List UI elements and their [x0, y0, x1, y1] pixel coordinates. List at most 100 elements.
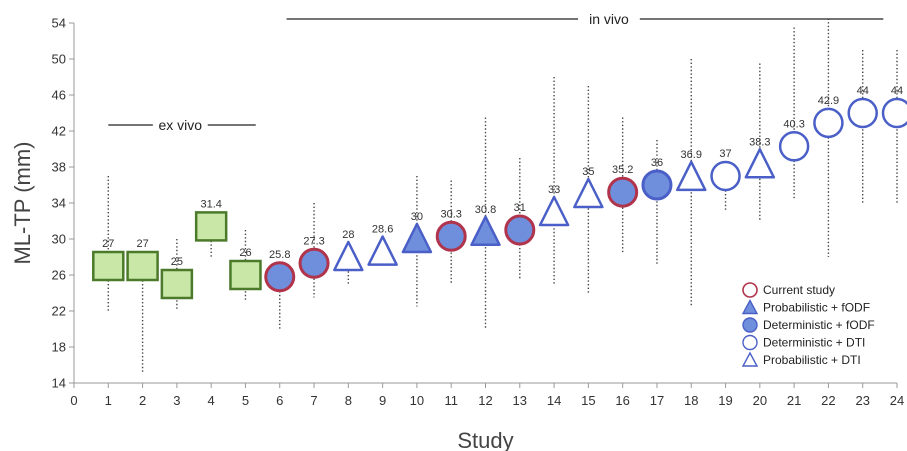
data-point-square	[194, 211, 228, 242]
y-tick-label: 46	[52, 88, 66, 103]
x-tick-label: 17	[650, 393, 664, 408]
data-label: 30.8	[475, 204, 496, 216]
x-tick-label: 18	[684, 393, 698, 408]
data-label: 25.8	[269, 249, 290, 261]
x-tick-label: 4	[208, 393, 215, 408]
data-label: 36	[651, 157, 663, 169]
y-tick-label: 50	[52, 52, 66, 67]
data-label: 44	[857, 85, 869, 97]
x-axis-title: Study	[457, 428, 513, 451]
x-tick-label: 22	[821, 393, 835, 408]
legend-triangle-filled-icon	[741, 299, 759, 315]
data-point-circle-open	[813, 107, 844, 139]
data-label: 28	[342, 229, 354, 241]
legend-circle-filled-icon	[742, 317, 758, 333]
data-point-triangle-open	[367, 235, 398, 266]
x-tick-label: 15	[581, 393, 595, 408]
data-point-triangle-open	[333, 240, 364, 272]
data-label: 35.2	[612, 164, 633, 176]
x-tick-label: 9	[379, 393, 386, 408]
data-point-circle-open	[847, 97, 878, 129]
x-tick-label: 7	[310, 393, 317, 408]
x-tick-label: 14	[547, 393, 561, 408]
data-label: 37	[719, 148, 731, 160]
x-tick-label: 1	[105, 393, 112, 408]
data-label: 35	[582, 166, 594, 178]
data-label: 27.3	[303, 235, 324, 247]
data-markers	[92, 97, 907, 300]
y-axis-title: ML-TP (mm)	[10, 141, 35, 264]
data-label: 36.9	[681, 149, 702, 161]
data-point-triangle-filled	[401, 222, 433, 254]
data-label: 31.4	[200, 198, 221, 210]
group-labels: ex vivo in vivo	[108, 11, 884, 133]
legend-label: Probabilistic + DTI	[763, 353, 861, 367]
data-point-square	[229, 259, 262, 291]
y-tick-label: 18	[52, 340, 66, 355]
in-vivo-label: in vivo	[589, 11, 629, 27]
data-point-square	[160, 268, 194, 300]
ex-vivo-label: ex vivo	[159, 117, 203, 133]
x-tick-label: 3	[173, 393, 180, 408]
data-point-circle-current	[435, 220, 467, 252]
data-point-square	[92, 250, 125, 282]
data-label: 31	[514, 202, 526, 214]
legend: Current study Probabilistic + fODF Determi…	[741, 282, 875, 367]
data-point-circle-open	[778, 131, 810, 162]
y-tick-label: 54	[52, 16, 66, 31]
data-label: 40.3	[783, 118, 804, 130]
data-label: 30.3	[440, 208, 461, 220]
data-point-square	[126, 250, 159, 282]
x-tick-label: 0	[70, 393, 77, 408]
legend-label: Deterministic + DTI	[763, 336, 865, 350]
legend-label: Probabilistic + fODF	[763, 301, 870, 315]
data-point-triangle-filled	[470, 215, 501, 247]
y-tick-label: 14	[52, 376, 66, 391]
x-tick-label: 16	[615, 393, 629, 408]
legend-current-study-icon	[742, 282, 758, 298]
data-labels: 27 27 25 31.4 26 25.8 27.3 28 28.6 30 30.3 30.8 31 33…	[102, 85, 903, 268]
y-tick-label: 30	[52, 232, 66, 247]
data-point-circle-current	[298, 247, 330, 279]
data-label: 26	[239, 247, 251, 259]
data-point-circle-current	[504, 214, 536, 246]
y-tick-label: 22	[52, 304, 66, 319]
x-tick-label: 13	[513, 393, 527, 408]
x-tick-label: 19	[718, 393, 732, 408]
data-point-circle-open	[710, 160, 741, 192]
y-tick-label: 26	[52, 268, 66, 283]
x-tick-label: 6	[276, 393, 283, 408]
x-tick-label: 2	[139, 393, 146, 408]
data-label: 25	[171, 256, 183, 268]
data-point-triangle-open	[676, 160, 707, 192]
y-tick-label: 34	[52, 196, 66, 211]
y-tick-label: 42	[52, 124, 66, 139]
legend-label: Current study	[763, 283, 835, 297]
data-point-circle-current	[264, 261, 296, 293]
x-tick-label: 11	[444, 393, 458, 408]
y-tick-label: 38	[52, 160, 66, 175]
data-label: 28.6	[372, 224, 393, 236]
x-tick-label: 8	[345, 393, 352, 408]
legend-circle-open-icon	[742, 334, 758, 351]
legend-label: Deterministic + fODF	[763, 318, 875, 332]
data-label: 42.9	[818, 95, 839, 107]
legend-triangle-open-icon	[741, 351, 759, 367]
data-label: 33	[548, 184, 560, 196]
x-tick-label: 20	[753, 393, 767, 408]
data-label: 27	[136, 238, 148, 250]
data-point-triangle-open	[538, 195, 570, 227]
data-point-circle-filled	[641, 169, 673, 201]
data-label: 27	[102, 238, 114, 250]
x-tick-label: 12	[478, 393, 492, 408]
data-label: 30	[411, 211, 423, 223]
x-tick-label: 24	[890, 393, 904, 408]
x-tick-label: 5	[242, 393, 249, 408]
x-tick-label: 10	[410, 393, 424, 408]
data-label: 38.3	[749, 136, 770, 148]
x-tick-label: 21	[787, 393, 801, 408]
data-point-triangle-open	[744, 148, 776, 179]
data-label: 44	[891, 85, 903, 97]
